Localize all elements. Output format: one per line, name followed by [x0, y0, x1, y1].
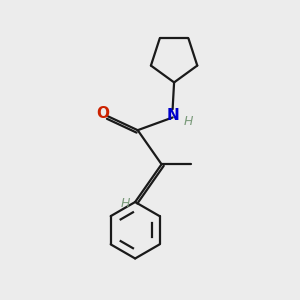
- Text: H: H: [183, 115, 193, 128]
- Text: O: O: [96, 106, 109, 122]
- Text: N: N: [166, 109, 179, 124]
- Text: H: H: [121, 197, 130, 210]
